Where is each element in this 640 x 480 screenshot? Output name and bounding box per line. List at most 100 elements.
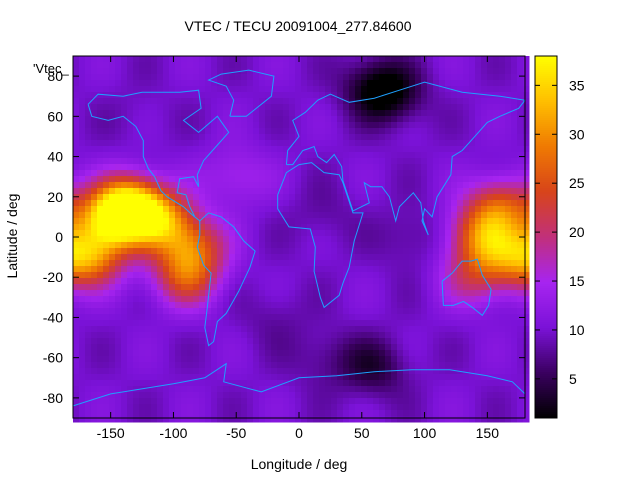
heatmap-cell xyxy=(85,98,92,105)
heatmap-cell xyxy=(205,158,212,165)
heatmap-cell xyxy=(385,134,392,141)
heatmap-cell xyxy=(271,218,278,225)
heatmap-cell xyxy=(433,350,440,357)
heatmap-cell xyxy=(223,62,230,69)
heatmap-cell xyxy=(283,398,290,405)
heatmap-cell xyxy=(451,380,458,387)
heatmap-cell xyxy=(313,182,320,189)
heatmap-cell xyxy=(241,116,248,123)
heatmap-cell xyxy=(409,368,416,375)
heatmap-cell xyxy=(127,290,134,297)
heatmap-cell xyxy=(289,416,296,423)
heatmap-cell xyxy=(175,116,182,123)
heatmap-cell xyxy=(157,110,164,117)
heatmap-cell xyxy=(163,236,170,243)
heatmap-cell xyxy=(511,254,518,261)
heatmap-cell xyxy=(97,74,104,81)
heatmap-cell xyxy=(91,98,98,105)
heatmap-cell xyxy=(361,416,368,423)
heatmap-cell xyxy=(127,128,134,135)
heatmap-cell xyxy=(169,326,176,333)
heatmap-cell xyxy=(397,344,404,351)
heatmap-cell xyxy=(301,320,308,327)
heatmap-cell xyxy=(457,176,464,183)
heatmap-cell xyxy=(469,398,476,405)
heatmap-cell xyxy=(265,248,272,255)
heatmap-cell xyxy=(367,338,374,345)
heatmap-cell xyxy=(481,116,488,123)
heatmap-cell xyxy=(175,290,182,297)
heatmap-cell xyxy=(457,68,464,75)
heatmap-cell xyxy=(151,212,158,219)
heatmap-cell xyxy=(403,206,410,213)
heatmap-cell xyxy=(241,356,248,363)
heatmap-cell xyxy=(73,218,80,225)
heatmap-cell xyxy=(223,254,230,261)
heatmap-cell xyxy=(241,326,248,333)
heatmap-cell xyxy=(439,176,446,183)
heatmap-cell xyxy=(259,122,266,129)
heatmap-cell xyxy=(289,62,296,69)
heatmap-cell xyxy=(247,104,254,111)
heatmap-cell xyxy=(187,200,194,207)
heatmap-cell xyxy=(433,206,440,213)
heatmap-cell xyxy=(319,140,326,147)
heatmap-cell xyxy=(169,410,176,417)
heatmap-cell xyxy=(469,260,476,267)
heatmap-cell xyxy=(409,416,416,423)
heatmap-cell xyxy=(391,236,398,243)
heatmap-cell xyxy=(487,260,494,267)
heatmap-cell xyxy=(187,188,194,195)
heatmap-cell xyxy=(475,236,482,243)
colorbar-cell xyxy=(535,412,557,415)
heatmap-cell xyxy=(307,314,314,321)
heatmap-cell xyxy=(343,302,350,309)
heatmap-cell xyxy=(301,386,308,393)
heatmap-cell xyxy=(403,308,410,315)
colorbar-cell xyxy=(535,364,557,367)
heatmap-cell xyxy=(511,218,518,225)
heatmap-cell xyxy=(307,296,314,303)
heatmap-cell xyxy=(397,170,404,177)
heatmap-cell xyxy=(493,302,500,309)
heatmap-cell xyxy=(169,284,176,291)
colorbar-cell xyxy=(535,248,557,251)
heatmap-cell xyxy=(193,362,200,369)
heatmap-cell xyxy=(193,368,200,375)
heatmap-cell xyxy=(295,164,302,171)
heatmap-cell xyxy=(307,230,314,237)
heatmap-cell xyxy=(421,74,428,81)
heatmap-cell xyxy=(463,380,470,387)
heatmap-cell xyxy=(451,200,458,207)
heatmap-cell xyxy=(259,296,266,303)
heatmap-cell xyxy=(217,116,224,123)
heatmap-cell xyxy=(409,236,416,243)
heatmap-cell xyxy=(253,392,260,399)
heatmap-cell xyxy=(115,326,122,333)
heatmap-cell xyxy=(469,362,476,369)
heatmap-cell xyxy=(241,146,248,153)
heatmap-cell xyxy=(361,56,368,63)
heatmap-cell xyxy=(463,296,470,303)
heatmap-cell xyxy=(169,290,176,297)
heatmap-cell xyxy=(133,374,140,381)
heatmap-cell xyxy=(163,170,170,177)
heatmap-cell xyxy=(403,260,410,267)
heatmap-cell xyxy=(187,104,194,111)
heatmap-cell xyxy=(169,92,176,99)
heatmap-cell xyxy=(355,206,362,213)
heatmap-cell xyxy=(415,68,422,75)
heatmap-cell xyxy=(475,200,482,207)
heatmap-cell xyxy=(199,398,206,405)
heatmap-cell xyxy=(115,236,122,243)
heatmap-cell xyxy=(259,416,266,423)
heatmap-cell xyxy=(307,134,314,141)
heatmap-cell xyxy=(211,410,218,417)
heatmap-cell xyxy=(97,224,104,231)
heatmap-cell xyxy=(457,284,464,291)
heatmap-cell xyxy=(175,248,182,255)
heatmap-cell xyxy=(265,122,272,129)
heatmap-cell xyxy=(409,314,416,321)
colorbar-cell xyxy=(535,62,557,65)
heatmap-cell xyxy=(121,224,128,231)
